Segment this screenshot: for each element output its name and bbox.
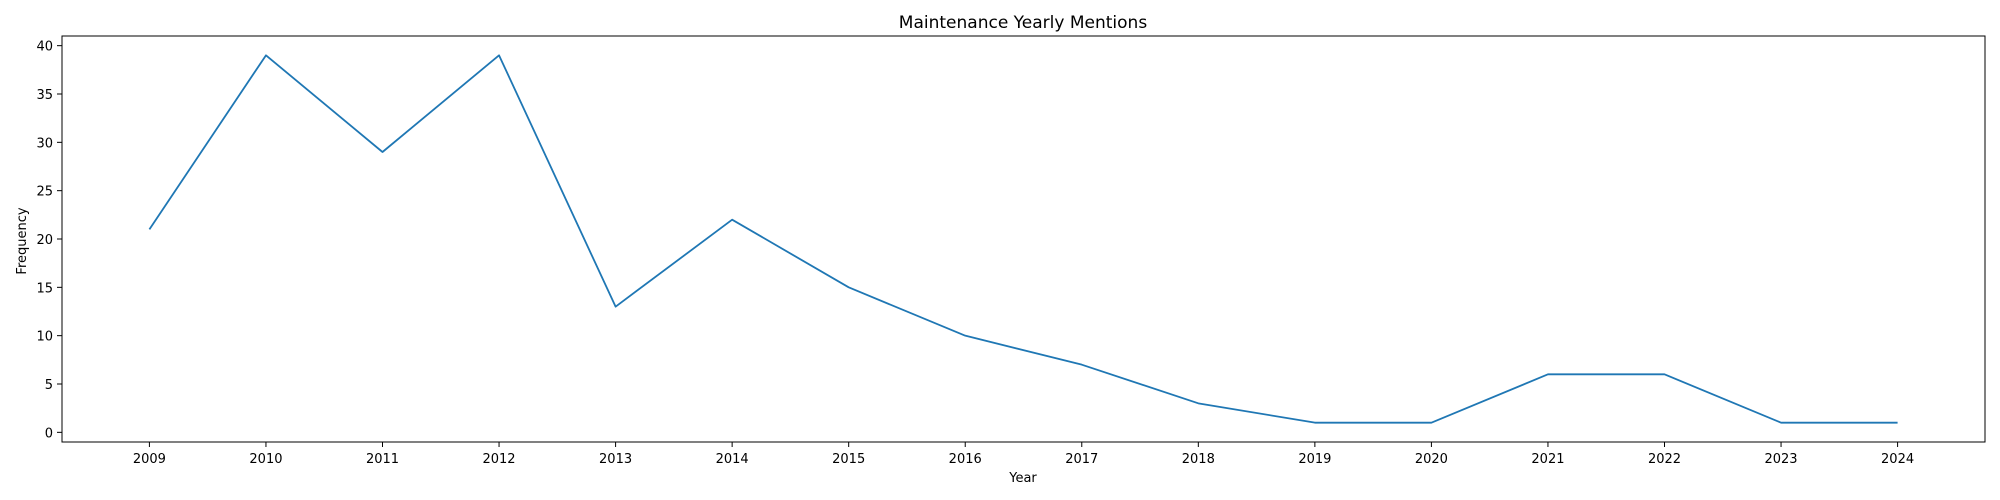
series-line-0 (148, 54, 1898, 424)
y-tick-label-25: 25 (36, 185, 53, 200)
x-tick-label-2016: 2016 (949, 452, 982, 467)
y-tick-label-15: 15 (36, 281, 53, 296)
x-tick-label-2024: 2024 (1881, 452, 1914, 467)
y-tick-label-35: 35 (36, 88, 53, 103)
chart-title: Maintenance Yearly Mentions (899, 13, 1148, 33)
x-tick-label-2021: 2021 (1531, 452, 1564, 467)
y-tick-label-0: 0 (45, 426, 53, 441)
y-tick-label-20: 20 (36, 233, 53, 248)
y-axis-label: Frequency (15, 207, 30, 274)
x-tick-label-2013: 2013 (599, 452, 632, 467)
x-tick-label-2015: 2015 (832, 452, 865, 467)
x-tick-label-2017: 2017 (1065, 452, 1098, 467)
y-tick-label-30: 30 (36, 136, 53, 151)
x-tick-label-2019: 2019 (1298, 452, 1331, 467)
x-tick-label-2009: 2009 (133, 452, 166, 467)
x-tick-label-2022: 2022 (1648, 452, 1681, 467)
plot-frame (61, 35, 1986, 443)
x-tick-label-2023: 2023 (1764, 452, 1797, 467)
y-tick-label-10: 10 (36, 330, 53, 345)
y-tick-label-5: 5 (45, 378, 53, 393)
y-tick-label-40: 40 (36, 40, 53, 55)
x-tick-label-2012: 2012 (482, 452, 515, 467)
x-tick-label-2018: 2018 (1182, 452, 1215, 467)
x-axis-label: Year (1008, 471, 1037, 486)
plot-area: 0 5 10 15 20 25 30 35 40 2009 2010 2011 2012 2013 2014… (36, 40, 1914, 467)
x-tick-label-2011: 2011 (366, 452, 399, 467)
x-tick-label-2014: 2014 (716, 452, 749, 467)
x-tick-label-2020: 2020 (1415, 452, 1448, 467)
x-tick-label-2010: 2010 (249, 452, 282, 467)
